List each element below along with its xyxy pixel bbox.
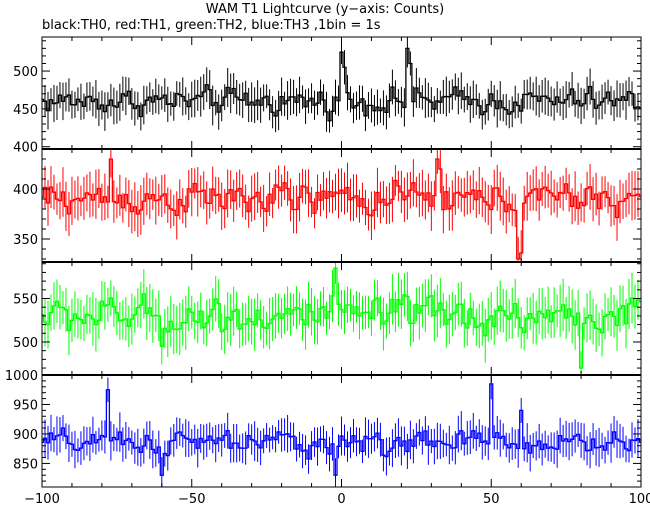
chart-title: WAM T1 Lightcurve (y−axis: Counts) — [205, 2, 445, 17]
y-tick-label: 400 — [13, 141, 38, 156]
chart-subtitle: black:TH0, red:TH1, green:TH2, blue:TH3 … — [42, 18, 381, 33]
lightcurve-line-TH2 — [42, 267, 641, 369]
x-tick-label: −100 — [24, 492, 60, 505]
series-TH3 — [41, 375, 642, 487]
y-tick-label: 350 — [13, 233, 38, 248]
x-tick-label: 50 — [483, 492, 500, 505]
y-tick-label: 1000 — [5, 369, 38, 384]
y-tick-label: 500 — [13, 336, 38, 351]
lightcurve-line-TH1 — [42, 158, 641, 260]
x-tick-label: −50 — [178, 492, 205, 505]
x-tick-label: 100 — [629, 492, 650, 505]
y-tick-label: 550 — [13, 293, 38, 308]
y-tick-label: 400 — [13, 183, 38, 198]
y-tick-label: 450 — [13, 103, 38, 118]
y-tick-label: 950 — [13, 398, 38, 413]
y-tick-label: 500 — [13, 65, 38, 80]
x-tick-label: 0 — [337, 492, 345, 505]
lightcurve-line-TH3 — [42, 383, 641, 476]
series-TH2 — [41, 262, 642, 375]
y-tick-label: 850 — [13, 457, 38, 472]
lightcurve-line-TH0 — [42, 47, 641, 122]
series-TH1 — [41, 149, 642, 262]
y-tick-label: 900 — [13, 428, 38, 443]
series-TH0 — [41, 37, 642, 133]
